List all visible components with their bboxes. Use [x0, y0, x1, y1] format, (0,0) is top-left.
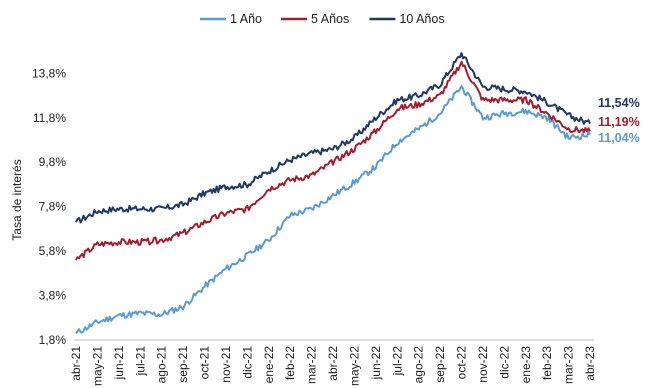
x-tick-label: oct-21	[198, 346, 212, 380]
x-tick-label: ene-23	[519, 346, 533, 384]
x-tick-label: ene-22	[262, 346, 276, 384]
end-value-label: 11,04%	[598, 131, 640, 145]
y-tick-label: 1,8%	[39, 333, 67, 347]
x-tick-label: oct-22	[455, 346, 469, 380]
x-tick-label: abr-23	[583, 346, 597, 381]
y-tick-label: 11,8%	[33, 111, 66, 125]
y-tick-label: 3,8%	[39, 289, 67, 303]
x-tick-label: jun-21	[112, 346, 126, 381]
x-tick-label: jul-21	[133, 346, 147, 377]
end-value-label: 11,19%	[598, 115, 640, 129]
y-axis-title: Tasa de interés	[10, 159, 24, 240]
y-tick-label: 7,8%	[39, 200, 67, 214]
x-tick-label: ago-22	[412, 346, 426, 384]
x-tick-label: nov-22	[476, 346, 490, 383]
x-tick-label: mar-23	[562, 346, 576, 384]
x-tick-label: may-21	[90, 346, 104, 386]
y-tick-label: 13,8%	[32, 66, 66, 80]
legend-label: 10 Años	[399, 12, 444, 26]
x-tick-label: sep-22	[433, 346, 447, 383]
x-tick-label: feb-23	[540, 346, 554, 380]
x-tick-label: jul-22	[390, 346, 404, 377]
legend-label: 5 Años	[311, 12, 349, 26]
x-tick-label: nov-21	[219, 346, 233, 383]
x-tick-label: abr-21	[69, 346, 83, 381]
x-tick-label: feb-22	[283, 346, 297, 380]
x-tick-label: dic-21	[240, 346, 254, 379]
series-line	[75, 85, 591, 334]
x-tick-label: mar-22	[305, 346, 319, 384]
legend-label: 1 Año	[230, 12, 262, 26]
end-value-label: 11,54%	[598, 96, 640, 110]
y-tick-label: 5,8%	[39, 244, 67, 258]
series-line	[75, 60, 591, 261]
series-line	[75, 52, 591, 224]
x-tick-label: sep-21	[176, 346, 190, 383]
y-tick-label: 9,8%	[39, 155, 67, 169]
x-tick-label: abr-22	[326, 346, 340, 381]
x-tick-label: may-22	[347, 346, 361, 386]
x-tick-label: dic-22	[497, 346, 511, 379]
x-tick-label: ago-21	[155, 346, 169, 384]
x-tick-label: jun-22	[369, 346, 383, 381]
